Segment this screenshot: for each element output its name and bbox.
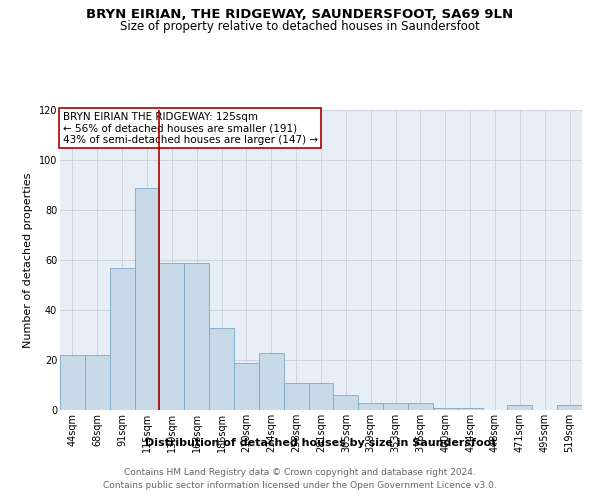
Text: Size of property relative to detached houses in Saundersfoot: Size of property relative to detached ho… [120, 20, 480, 33]
Bar [134, 188, 160, 410]
Text: Contains HM Land Registry data © Crown copyright and database right 2024.: Contains HM Land Registry data © Crown c… [124, 468, 476, 477]
Bar [358, 402, 383, 410]
Text: BRYN EIRIAN, THE RIDGEWAY, SAUNDERSFOOT, SA69 9LN: BRYN EIRIAN, THE RIDGEWAY, SAUNDERSFOOT,… [86, 8, 514, 20]
Bar [259, 352, 284, 410]
Bar [209, 328, 234, 410]
Bar [234, 362, 259, 410]
Text: Distribution of detached houses by size in Saundersfoot: Distribution of detached houses by size … [145, 438, 497, 448]
Bar [433, 408, 458, 410]
Bar [284, 382, 308, 410]
Bar [408, 402, 433, 410]
Bar [383, 402, 408, 410]
Bar [458, 408, 482, 410]
Bar [184, 262, 209, 410]
Bar [110, 268, 134, 410]
Y-axis label: Number of detached properties: Number of detached properties [23, 172, 33, 348]
Bar [508, 405, 532, 410]
Text: Contains public sector information licensed under the Open Government Licence v3: Contains public sector information licen… [103, 480, 497, 490]
Text: BRYN EIRIAN THE RIDGEWAY: 125sqm
← 56% of detached houses are smaller (191)
43% : BRYN EIRIAN THE RIDGEWAY: 125sqm ← 56% o… [62, 112, 318, 144]
Bar [60, 355, 85, 410]
Bar [308, 382, 334, 410]
Bar [85, 355, 110, 410]
Bar [160, 262, 184, 410]
Bar [334, 395, 358, 410]
Bar [557, 405, 582, 410]
